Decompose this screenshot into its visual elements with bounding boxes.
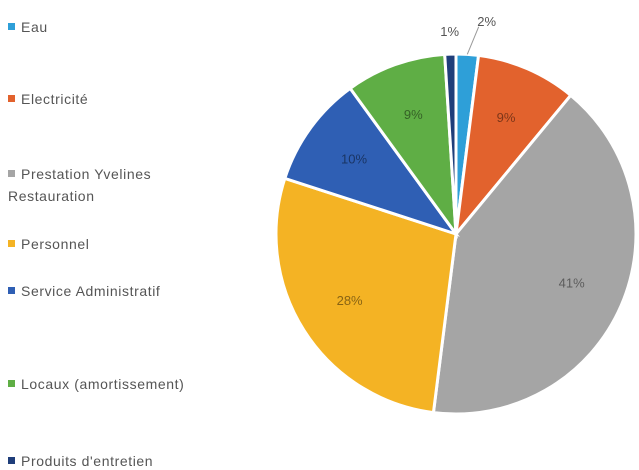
- pie-slice: [453, 53, 573, 239]
- legend-label: Eau: [21, 19, 48, 35]
- leader-line: [466, 26, 480, 55]
- legend-swatch: [8, 170, 15, 177]
- data-label: 2%: [477, 14, 496, 29]
- pie-slice: [431, 93, 638, 416]
- legend-label: Produits d'entretien: [21, 453, 154, 469]
- legend-item: Locaux (amortissement): [8, 373, 208, 395]
- pie-slice: [274, 176, 458, 415]
- data-label: 9%: [497, 110, 516, 125]
- legend-item: Eau: [8, 16, 208, 38]
- pie-slice: [348, 52, 458, 240]
- legend-item: Personnel: [8, 233, 208, 255]
- legend-item: Electricité: [8, 88, 208, 110]
- data-label: 28%: [337, 293, 363, 308]
- legend-label: Prestation Yvelines Restauration: [8, 166, 152, 204]
- data-label: 9%: [404, 107, 423, 122]
- legend-swatch: [8, 240, 15, 247]
- legend-item: Produits d'entretien: [8, 450, 208, 470]
- legend-label: Service Administratif: [21, 283, 161, 299]
- legend-swatch: [8, 380, 15, 387]
- legend-swatch: [8, 23, 15, 30]
- data-label: 10%: [341, 151, 367, 166]
- pie-slice: [282, 86, 460, 237]
- data-label: 1%: [440, 24, 459, 39]
- legend-label: Personnel: [21, 236, 90, 252]
- legend-item: Service Administratif: [8, 280, 208, 302]
- legend-label: Electricité: [21, 91, 89, 107]
- legend-item: Prestation Yvelines Restauration: [8, 163, 208, 207]
- legend-swatch: [8, 95, 15, 102]
- legend-label: Locaux (amortissement): [21, 376, 185, 392]
- legend-swatch: [8, 457, 15, 464]
- pie-slice: [443, 52, 458, 235]
- legend-swatch: [8, 287, 15, 294]
- data-label: 41%: [559, 275, 585, 290]
